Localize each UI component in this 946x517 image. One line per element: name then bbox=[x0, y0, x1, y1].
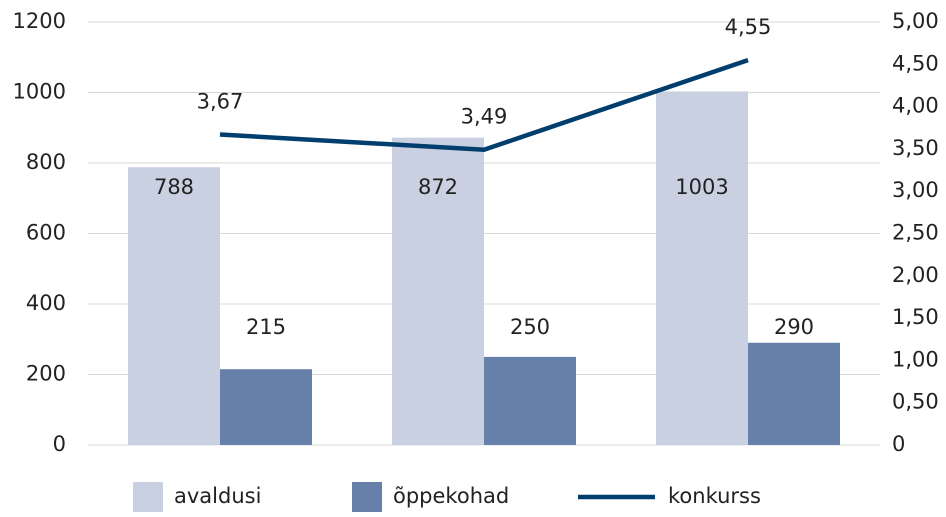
y2-tick-label: 2,50 bbox=[892, 221, 939, 245]
y-tick-label: 400 bbox=[26, 291, 66, 315]
line-value-label: 4,55 bbox=[725, 15, 772, 39]
y2-tick-label: 5,00 bbox=[892, 9, 939, 33]
legend-label: avaldusi bbox=[174, 484, 261, 508]
line-value-label: 3,49 bbox=[461, 105, 508, 129]
y2-tick-label: 4,50 bbox=[892, 51, 939, 75]
y-tick-label: 600 bbox=[26, 221, 66, 245]
y2-tick-label: 4,00 bbox=[892, 94, 939, 118]
bar-value-label: 215 bbox=[246, 315, 286, 339]
y-tick-label: 1000 bbox=[13, 80, 66, 104]
bar bbox=[656, 91, 748, 445]
bar-value-label: 788 bbox=[154, 175, 194, 199]
legend-swatch bbox=[352, 482, 382, 512]
legend-label: konkurss bbox=[668, 484, 761, 508]
bar bbox=[128, 167, 220, 446]
y2-tick-label: 0 bbox=[892, 432, 905, 456]
bar bbox=[220, 369, 312, 445]
line-value-label: 3,67 bbox=[197, 90, 244, 114]
y2-tick-label: 3,50 bbox=[892, 136, 939, 160]
y2-tick-label: 1,00 bbox=[892, 347, 939, 371]
bar-value-label: 290 bbox=[774, 315, 814, 339]
y-tick-label: 0 bbox=[53, 432, 66, 456]
bar bbox=[392, 137, 484, 445]
y-tick-label: 800 bbox=[26, 150, 66, 174]
y-tick-label: 1200 bbox=[13, 9, 66, 33]
bar bbox=[484, 356, 576, 445]
bar-value-label: 1003 bbox=[675, 175, 728, 199]
line bbox=[219, 57, 749, 153]
bar bbox=[748, 342, 840, 445]
y-tick-label: 200 bbox=[26, 362, 66, 386]
bar-value-label: 250 bbox=[510, 315, 550, 339]
y2-tick-label: 2,00 bbox=[892, 263, 939, 287]
y2-tick-label: 0,50 bbox=[892, 390, 939, 414]
legend-swatch bbox=[133, 482, 163, 512]
y2-tick-label: 1,50 bbox=[892, 305, 939, 329]
y2-tick-label: 3,00 bbox=[892, 178, 939, 202]
bar-value-label: 872 bbox=[418, 175, 458, 199]
legend-label: õppekohad bbox=[393, 484, 509, 508]
